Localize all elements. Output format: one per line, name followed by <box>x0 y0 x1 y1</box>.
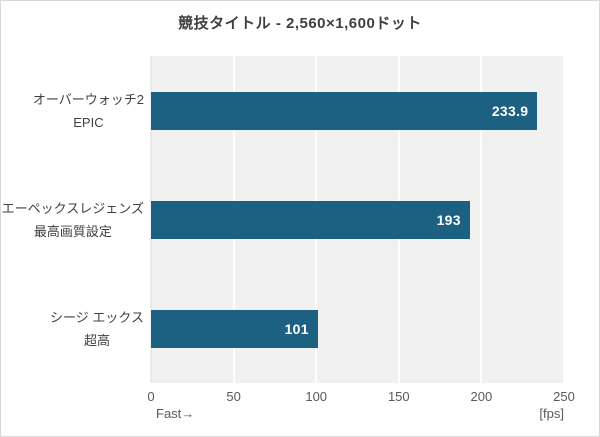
category-label-text: オーバーウォッチ2 EPIC <box>33 88 144 134</box>
x-tick-label-250: 250 <box>553 389 575 404</box>
x-tick-label-50: 50 <box>226 389 241 404</box>
category-label-text: エーペックスレジェンズ 最高画質設定 <box>2 197 144 243</box>
category-labels: オーバーウォッチ2 EPIC エーペックスレジェンズ 最高画質設定シージ エックス 超高 <box>1 56 144 383</box>
bar-value-label: 101 <box>284 320 309 337</box>
category-label-2: シージ エックス 超高 <box>1 274 144 383</box>
x-tick-label-200: 200 <box>470 389 493 404</box>
x-tick-label-100: 100 <box>305 389 328 404</box>
bar-row: 193 <box>151 165 564 274</box>
gridline-x-250 <box>563 56 565 383</box>
gridline-x-200 <box>480 56 483 383</box>
category-label-0: オーバーウォッチ2 EPIC <box>1 56 144 165</box>
x-tick-label-0: 0 <box>147 389 155 404</box>
category-label-line: シージ エックス <box>50 309 144 325</box>
bar-row: 101 <box>151 274 564 383</box>
category-label-line: 最高画質設定 <box>33 223 112 239</box>
plot-area: 233.9 193 101 <box>150 56 565 383</box>
bar-value-label: 193 <box>436 211 461 228</box>
x-tick-label-150: 150 <box>387 389 410 404</box>
bar-2: 101 <box>151 309 318 348</box>
chart-title: 競技タイトル - 2,560×1,600ドット <box>178 15 422 32</box>
bar-0: 233.9 <box>151 91 538 130</box>
x-axis-label-fast: Fast→ <box>156 406 195 421</box>
category-label-line: EPIC <box>73 114 104 130</box>
category-label-1: エーペックスレジェンズ 最高画質設定 <box>1 165 144 274</box>
bar-1: 193 <box>151 200 470 239</box>
category-label-line: 超高 <box>84 332 111 348</box>
category-label-line: エーペックスレジェンズ <box>1 200 144 216</box>
x-axis-unit-label: [fps] <box>539 406 564 421</box>
bar-row: 233.9 <box>151 56 564 165</box>
x-axis-ticks: 0 50 100 150 200 250 <box>1 389 599 405</box>
bar-value-label: 233.9 <box>491 102 529 119</box>
category-label-text: シージ エックス 超高 <box>50 306 144 352</box>
category-label-line: オーバーウォッチ2 <box>32 91 144 107</box>
